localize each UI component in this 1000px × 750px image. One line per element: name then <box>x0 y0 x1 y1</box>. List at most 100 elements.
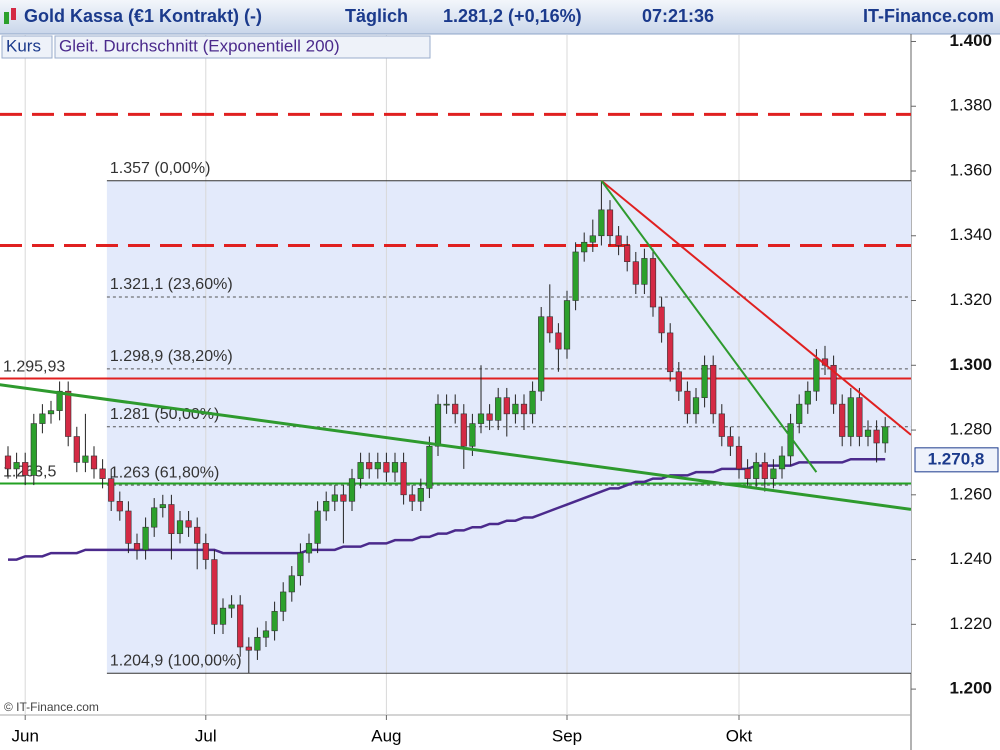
level-label: 1.295,93 <box>3 359 65 376</box>
last-price: 1.281,2 (+0,16%) <box>443 6 582 26</box>
candle-body <box>796 403 803 424</box>
candle-body <box>512 403 519 415</box>
candle-body <box>667 332 674 373</box>
candle-body <box>563 300 571 350</box>
x-tick-label: Jun <box>11 726 38 745</box>
candle-body <box>761 462 768 479</box>
y-tick-label: 1.380 <box>949 96 992 115</box>
candle-body <box>168 504 175 534</box>
candle-body <box>830 364 837 405</box>
legend-price: Kurs <box>6 36 41 55</box>
candle-body <box>383 462 390 473</box>
fib-label: 1.298,9 (38,20%) <box>110 348 233 365</box>
candle-body <box>374 462 381 470</box>
fib-label: 1.357 (0,00%) <box>110 160 211 177</box>
candle-body <box>211 559 218 625</box>
y-tick-label: 1.400 <box>949 31 992 50</box>
y-tick-label: 1.340 <box>949 225 992 244</box>
candle-body <box>4 455 12 470</box>
candle-body <box>271 611 278 632</box>
candle-body <box>65 390 72 437</box>
candle-body <box>735 445 743 470</box>
candle-body <box>546 316 553 334</box>
candle-body <box>194 526 201 544</box>
candle-body <box>108 478 115 502</box>
candle-body <box>778 455 786 470</box>
y-tick-label: 1.260 <box>949 484 992 503</box>
chart-title: Gold Kassa (€1 Kontrakt) (-) <box>24 6 262 26</box>
candle-body <box>314 510 321 544</box>
candle-body <box>348 478 356 502</box>
candle-body <box>305 543 313 554</box>
candle-body <box>245 646 252 651</box>
candle-body <box>813 358 820 392</box>
candle-body <box>331 494 338 502</box>
candle-body <box>99 468 106 479</box>
trend-line <box>600 179 911 436</box>
candle-body <box>477 413 485 424</box>
candle-body <box>409 494 416 502</box>
x-tick-label: Jul <box>195 726 217 745</box>
time: 07:21:36 <box>642 6 714 26</box>
trend-line <box>0 383 911 511</box>
y-tick-label: 1.200 <box>949 679 992 698</box>
candle-body <box>219 607 227 625</box>
candle-body <box>159 504 166 509</box>
candle-body <box>589 235 596 243</box>
candle-body <box>73 436 80 463</box>
legend-ema: Gleit. Durchschnitt (Exponentiell 200) <box>59 36 340 55</box>
candle-body <box>228 604 235 609</box>
candle-body <box>856 397 863 437</box>
candle-body <box>30 423 37 476</box>
candle-body <box>804 390 811 405</box>
candle-body <box>486 413 493 421</box>
candle-body <box>727 436 734 447</box>
candle-body <box>624 245 631 262</box>
candle-body <box>452 403 459 415</box>
candle-body <box>133 543 141 551</box>
candle-body <box>202 543 209 560</box>
candle-body <box>675 371 682 392</box>
candle-body <box>56 390 63 411</box>
candle-body <box>176 520 184 534</box>
fib-label: 1.321,1 (23,60%) <box>110 276 233 293</box>
candle-body <box>13 462 20 470</box>
candle-body <box>417 488 424 502</box>
candle-body <box>495 397 502 421</box>
candle-body <box>460 413 467 447</box>
header-bar <box>0 0 1000 34</box>
candle-body <box>116 500 123 512</box>
candle-body <box>649 258 657 308</box>
candle-body <box>864 429 872 437</box>
candle-body <box>262 630 270 638</box>
candle-body <box>710 364 717 415</box>
candle-body <box>658 306 665 334</box>
candle-body <box>443 403 450 406</box>
fib-label: 1.204,9 (100,00%) <box>110 652 242 669</box>
candle-body <box>22 462 29 476</box>
last-value-box <box>914 447 999 473</box>
candle-body <box>366 462 373 470</box>
candle-body <box>288 575 295 593</box>
candle-body <box>701 364 708 398</box>
plot-area: 1.357 (0,00%) 1.321,1 (23,60%) 1.298,9 (38… <box>0 35 911 715</box>
candle-body <box>323 500 330 512</box>
candle-body <box>873 429 880 444</box>
candle-body <box>297 552 304 577</box>
candle-body <box>770 468 777 479</box>
candle-body <box>839 403 846 437</box>
candle-body <box>142 526 149 551</box>
trend-line <box>600 180 818 473</box>
candle-body <box>426 445 433 489</box>
candle-body <box>538 316 545 392</box>
candle-body <box>90 455 98 470</box>
candle-body <box>753 462 760 479</box>
x-tick-label: Aug <box>371 726 401 745</box>
candle-body <box>847 397 854 437</box>
legend-box <box>1 35 53 59</box>
candle-body <box>529 390 536 415</box>
candle-body <box>692 397 700 415</box>
candle-body <box>503 397 510 415</box>
candle-body <box>744 468 751 479</box>
